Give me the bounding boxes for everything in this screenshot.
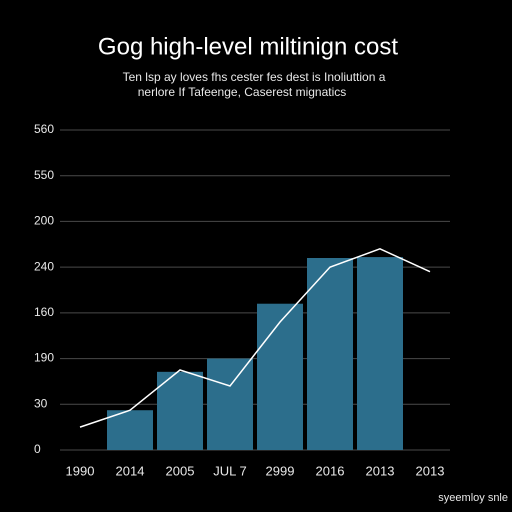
x-tick-label: 2014 bbox=[116, 463, 145, 478]
bar bbox=[207, 358, 253, 450]
y-tick-label: 200 bbox=[34, 214, 54, 228]
y-tick-label: 560 bbox=[34, 122, 54, 136]
bar bbox=[307, 258, 353, 450]
bar bbox=[157, 371, 203, 450]
line bbox=[79, 248, 431, 428]
bar bbox=[357, 257, 403, 450]
bar bbox=[107, 410, 153, 450]
x-tick-label: 2005 bbox=[166, 463, 195, 478]
x-tick-label: 2999 bbox=[266, 463, 295, 478]
y-tick-label: 190 bbox=[34, 351, 54, 365]
subtitle: nerlore If Tafeenge, Caserest mignatics bbox=[138, 85, 347, 99]
footer: syeemloy snle bbox=[438, 492, 508, 504]
x-tick-label: 2013 bbox=[366, 463, 395, 478]
y-tick-label: 550 bbox=[34, 168, 54, 182]
y-tick-label: 160 bbox=[34, 305, 54, 319]
bar bbox=[257, 303, 303, 450]
x-tick-label: 2016 bbox=[316, 463, 345, 478]
x-tick-label: 1990 bbox=[66, 463, 95, 478]
y-tick-label: 30 bbox=[34, 396, 48, 410]
subtitle: Ten lsp ay loves fhs cester fes dest is … bbox=[123, 70, 386, 84]
y-tick-label: 0 bbox=[34, 442, 41, 456]
x-tick-label: 2013 bbox=[416, 463, 445, 478]
chart-title: Gog high-level miltinign cost bbox=[98, 33, 398, 60]
x-tick-label: JUL 7 bbox=[213, 463, 246, 478]
y-tick-label: 240 bbox=[34, 259, 54, 273]
